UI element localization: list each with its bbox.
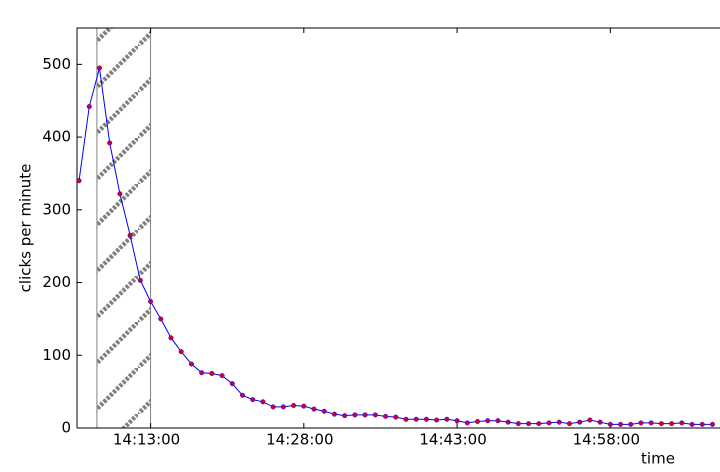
x-tick-label: 14:28:00 <box>266 431 333 449</box>
data-point <box>260 399 266 405</box>
data-point <box>587 417 593 423</box>
data-point <box>628 421 634 427</box>
data-point <box>107 140 113 146</box>
data-point <box>270 404 276 410</box>
data-point <box>240 392 246 398</box>
x-tick-label: 14:43:00 <box>419 431 486 449</box>
y-tick-label: 500 <box>42 55 71 73</box>
data-point <box>709 421 715 427</box>
data-point <box>454 418 460 424</box>
y-tick-label: 200 <box>42 273 71 291</box>
y-tick-label: 0 <box>61 419 71 437</box>
data-point <box>546 420 552 426</box>
data-point <box>444 416 450 422</box>
series <box>77 65 715 427</box>
data-point <box>474 418 480 424</box>
data-point <box>526 421 532 427</box>
data-point <box>209 370 215 376</box>
data-point <box>342 413 348 419</box>
x-tick-label: 14:58:00 <box>573 431 640 449</box>
data-point <box>556 419 562 425</box>
x-axis-label: time <box>641 450 675 468</box>
y-tick-label: 100 <box>42 346 71 364</box>
data-point <box>362 412 368 418</box>
data-point <box>699 421 705 427</box>
data-point <box>638 420 644 426</box>
data-point <box>372 412 378 418</box>
data-point <box>331 411 337 417</box>
data-point <box>86 104 92 110</box>
data-point <box>158 316 164 322</box>
data-point <box>188 361 194 367</box>
data-point <box>311 406 317 412</box>
data-point <box>597 419 603 425</box>
data-point <box>229 381 235 387</box>
data-point <box>352 412 358 418</box>
data-point <box>515 421 521 427</box>
y-tick-label: 400 <box>42 128 71 146</box>
hatched-span <box>96 28 151 428</box>
data-point <box>566 421 572 427</box>
data-point <box>96 65 102 71</box>
data-point <box>148 298 154 304</box>
data-point <box>199 370 205 376</box>
y-tick-label: 300 <box>42 200 71 218</box>
data-point <box>607 421 613 427</box>
data-point <box>505 419 511 425</box>
data-point <box>219 373 225 379</box>
data-point <box>77 178 82 184</box>
data-point <box>321 408 327 414</box>
data-line <box>78 67 713 425</box>
data-point <box>178 349 184 355</box>
axes-frame <box>76 27 720 429</box>
data-point <box>127 232 133 238</box>
data-point <box>137 277 143 283</box>
data-point <box>618 421 624 427</box>
data-point <box>648 420 654 426</box>
data-point <box>536 421 542 427</box>
data-point <box>669 421 675 427</box>
data-point <box>658 421 664 427</box>
data-point <box>485 418 491 424</box>
data-point <box>117 191 123 197</box>
data-point <box>403 416 409 422</box>
data-point <box>393 414 399 420</box>
y-axis-label: clicks per minute <box>17 164 35 293</box>
data-point <box>413 416 419 422</box>
data-point <box>250 397 256 403</box>
data-point <box>301 403 307 409</box>
data-point <box>495 418 501 424</box>
data-point <box>679 420 685 426</box>
data-point <box>383 413 389 419</box>
data-point <box>280 404 286 410</box>
x-tick-label: 14:13:00 <box>113 431 180 449</box>
data-point <box>689 421 695 427</box>
data-point <box>577 419 583 425</box>
data-point <box>464 420 470 426</box>
data-point <box>423 416 429 422</box>
data-point <box>291 402 297 408</box>
data-point <box>168 335 174 341</box>
data-point <box>434 417 440 423</box>
